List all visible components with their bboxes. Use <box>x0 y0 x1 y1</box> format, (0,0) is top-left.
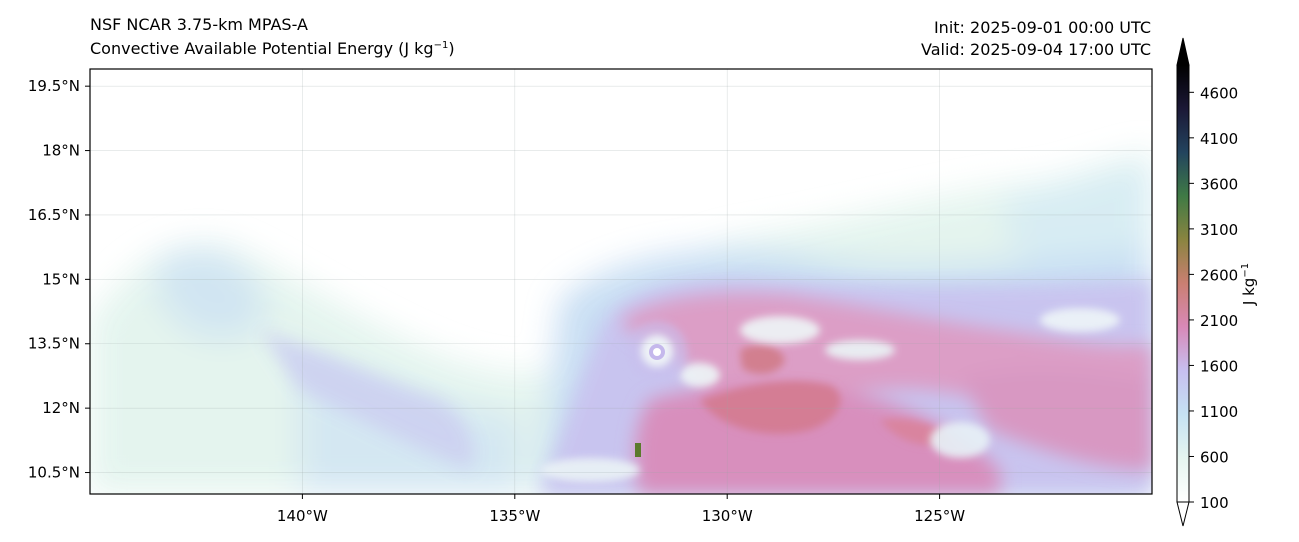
map-frame <box>89 68 1153 495</box>
colorbar-ticks: 100 600 1100 1600 2100 2600 3100 3600 4100 4600 <box>1189 84 1238 512</box>
lat-tick-label: 19.5°N <box>28 77 80 95</box>
gridlines <box>90 69 1152 494</box>
colorbar-tick-label: 3600 <box>1200 175 1238 193</box>
lon-tick-label: 140°W <box>277 507 328 525</box>
lon-tick-label: 125°W <box>914 507 965 525</box>
cape-field <box>90 69 1152 494</box>
lat-tick-label: 13.5°N <box>28 335 80 353</box>
cape-maximum-spot <box>635 443 641 457</box>
colorbar-extend-max <box>1176 37 1190 66</box>
colorbar-tick-label: 1100 <box>1200 403 1238 421</box>
colorbar: 100 600 1100 1600 2100 2600 3100 3600 4100 4600 <box>1176 37 1238 527</box>
colorbar-tick-label: 3100 <box>1200 221 1238 239</box>
colorbar-tick-label: 2600 <box>1200 266 1238 284</box>
lat-tick-label: 10.5°N <box>28 464 80 482</box>
map-title: NSF NCAR 3.75-km MPAS-A Convective Avail… <box>90 13 455 61</box>
lon-tick-label: 135°W <box>489 507 540 525</box>
storm-center <box>627 321 687 381</box>
colorbar-extend-min <box>1176 501 1190 527</box>
colorbar-tick-label: 600 <box>1200 448 1229 466</box>
colorbar-tick-label: 2100 <box>1200 312 1238 330</box>
colorbar-tick-label: 100 <box>1200 494 1229 512</box>
time-info: Init: 2025-09-01 00:00 UTC Valid: 2025-0… <box>921 17 1151 61</box>
field-name: Convective Available Potential Energy (J… <box>90 39 455 58</box>
colorbar-scale <box>1176 64 1190 503</box>
colorbar-tick-label: 1600 <box>1200 357 1238 375</box>
valid-time: Valid: 2025-09-04 17:00 UTC <box>920 40 1151 59</box>
longitude-axis: 140°W 135°W 130°W 125°W <box>277 494 965 525</box>
model-name: NSF NCAR 3.75-km MPAS-A <box>90 15 308 34</box>
lat-tick-label: 18°N <box>42 142 80 160</box>
colorbar-tick-label: 4100 <box>1200 130 1238 148</box>
lat-tick-label: 15°N <box>42 270 80 288</box>
colorbar-label: J kg−1 <box>1240 262 1258 306</box>
lat-tick-label: 16.5°N <box>28 206 80 224</box>
colorbar-tick-label: 4600 <box>1200 84 1238 102</box>
latitude-axis: 10.5°N 12°N 13.5°N 15°N 16.5°N 18°N 19.5°N <box>28 77 90 482</box>
init-time: Init: 2025-09-01 00:00 UTC <box>933 18 1151 37</box>
lat-tick-label: 12°N <box>42 399 80 417</box>
lon-tick-label: 130°W <box>702 507 753 525</box>
